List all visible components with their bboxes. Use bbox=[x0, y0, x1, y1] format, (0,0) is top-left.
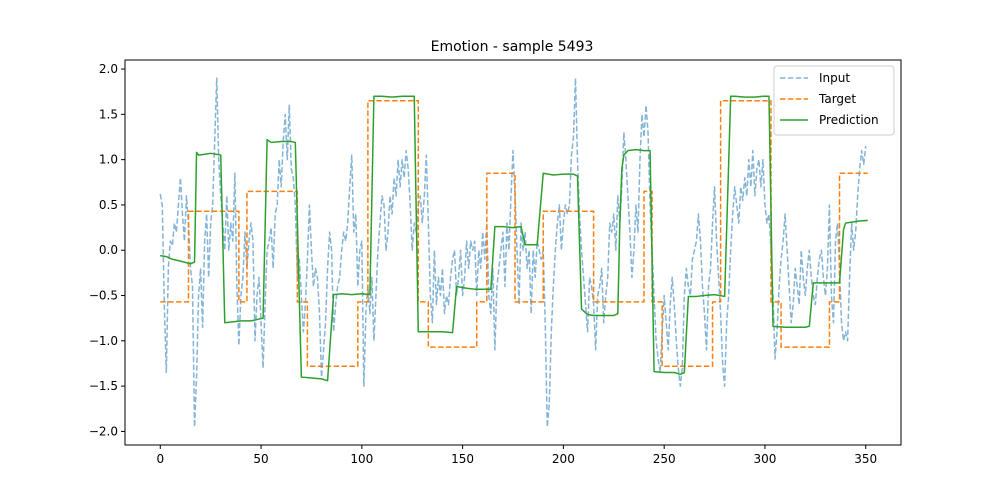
y-tick-label: −0.5 bbox=[89, 289, 118, 303]
legend-items: Input Target Prediction bbox=[780, 71, 879, 127]
y-tick-label: −1.0 bbox=[89, 334, 118, 348]
x-tick-label: 250 bbox=[653, 452, 676, 466]
series-line-input bbox=[159, 77, 867, 428]
x-tick-label: 350 bbox=[854, 452, 877, 466]
series-layer bbox=[159, 77, 868, 428]
x-tick-label: 150 bbox=[451, 452, 474, 466]
chart-title: Emotion - sample 5493 bbox=[431, 39, 594, 55]
x-tick-label: 200 bbox=[552, 452, 575, 466]
y-tick-label: 1.0 bbox=[99, 153, 118, 167]
y-tick-label: 2.0 bbox=[99, 62, 118, 76]
y-tick-label: −1.5 bbox=[89, 379, 118, 393]
x-tick-label: 50 bbox=[253, 452, 268, 466]
y-tick-label: −2.0 bbox=[89, 424, 118, 438]
x-tick-label: 0 bbox=[156, 452, 164, 466]
legend-box bbox=[773, 65, 895, 136]
legend-label-target: Target bbox=[818, 92, 856, 106]
x-tick-label: 300 bbox=[753, 452, 776, 466]
axes-frame bbox=[124, 59, 902, 446]
legend-label-input: Input bbox=[819, 71, 850, 85]
legend: Input Target Prediction bbox=[773, 65, 895, 136]
y-tick-label: 0.0 bbox=[99, 243, 118, 257]
x-axis: 0 50 100 150 200 250 300 350 bbox=[156, 445, 877, 466]
series-line-prediction bbox=[160, 95, 868, 382]
y-axis: −2.0 −1.5 −1.0 −0.5 0.0 0.5 1.0 1.5 2.0 bbox=[89, 62, 125, 438]
x-tick-label: 100 bbox=[350, 452, 373, 466]
y-tick-label: 0.5 bbox=[99, 198, 118, 212]
legend-label-prediction: Prediction bbox=[819, 113, 879, 127]
series-line-target bbox=[160, 100, 868, 367]
y-tick-label: 1.5 bbox=[99, 107, 118, 121]
